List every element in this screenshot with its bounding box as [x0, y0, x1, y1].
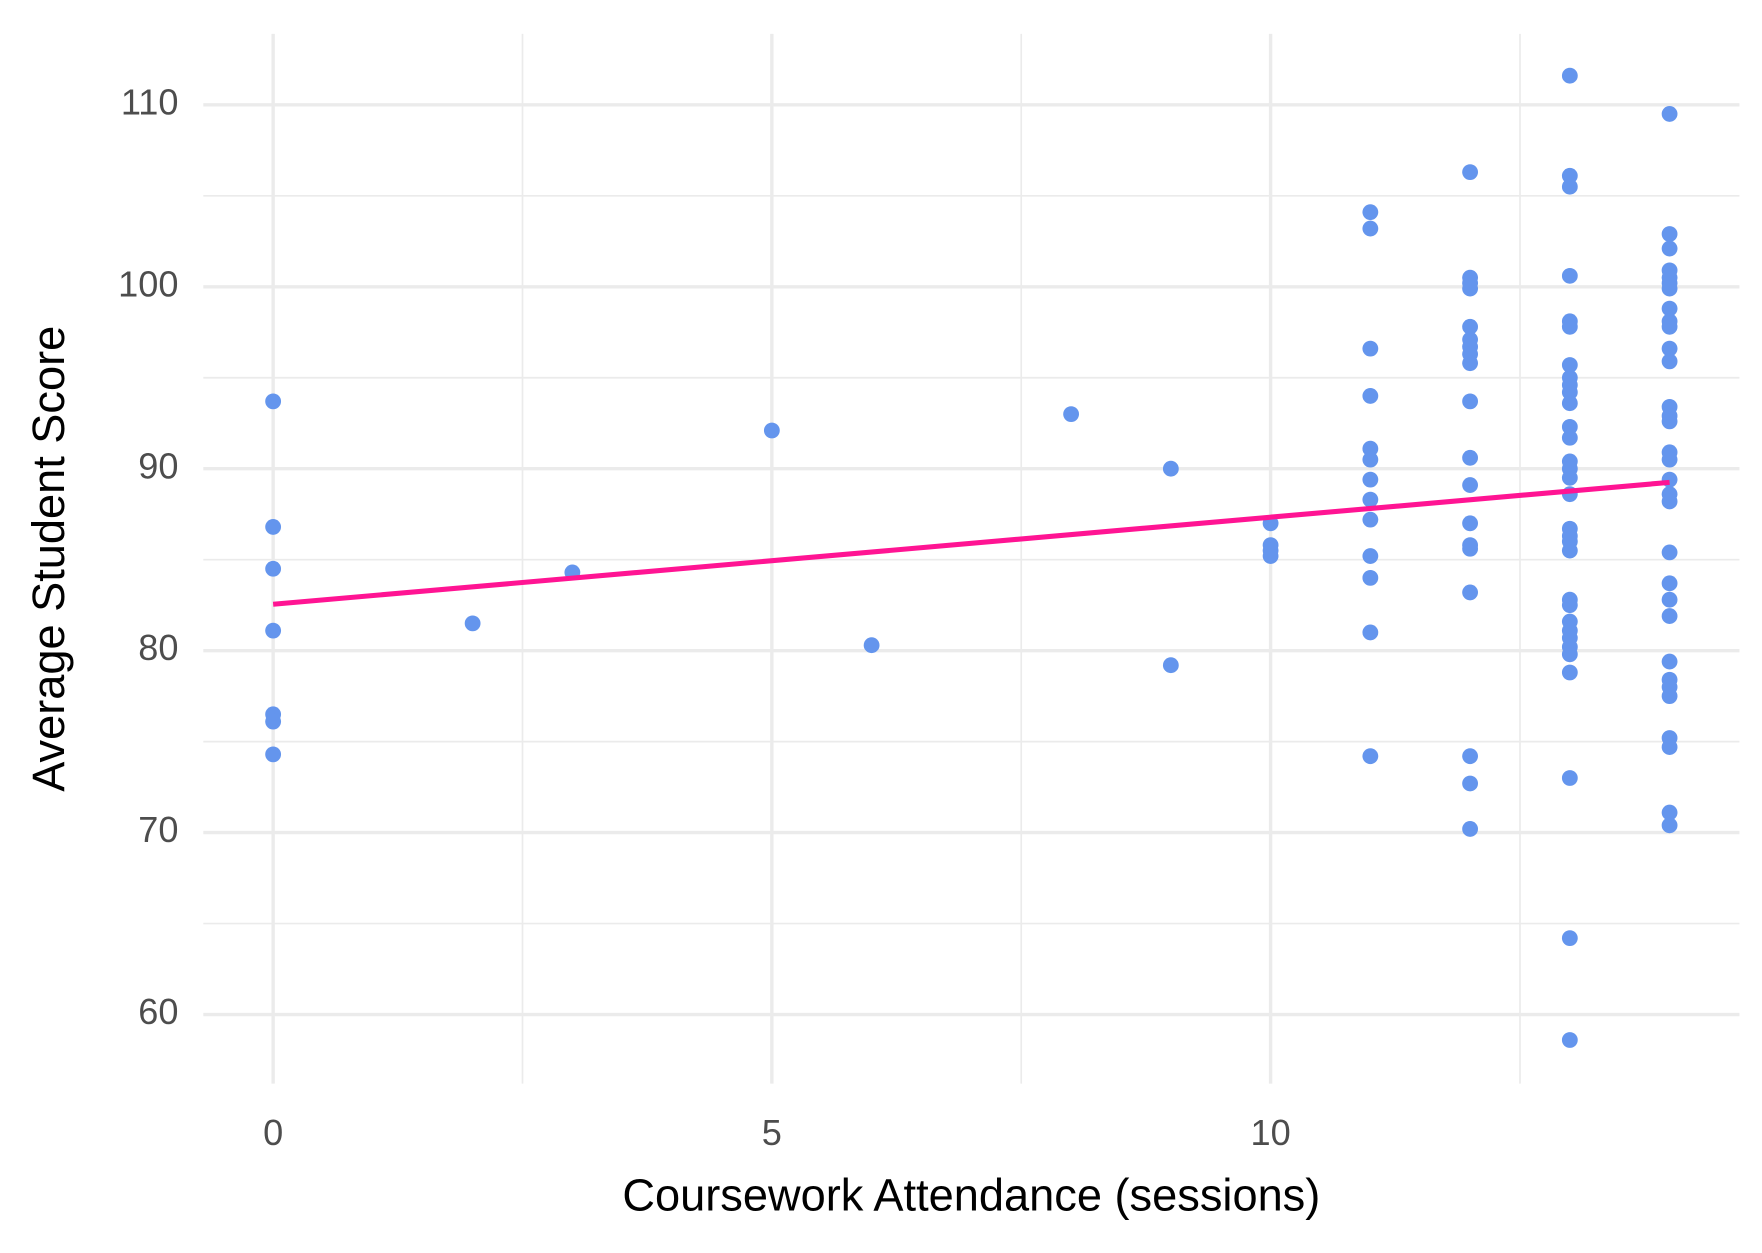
point — [1561, 1032, 1578, 1048]
point — [1661, 608, 1678, 624]
point — [1661, 353, 1678, 370]
y-tick-label: 80 — [138, 627, 178, 668]
point — [265, 560, 282, 577]
point — [1462, 540, 1478, 557]
point — [1561, 395, 1578, 412]
point — [265, 622, 282, 639]
point — [1661, 688, 1678, 705]
y-axis-title: Average Student Score — [23, 326, 74, 792]
point — [1462, 318, 1478, 335]
point — [1561, 429, 1578, 446]
point — [1661, 300, 1678, 317]
point — [1462, 280, 1478, 297]
point — [1661, 591, 1678, 608]
x-tick-label: 5 — [762, 1112, 782, 1153]
point — [1362, 340, 1379, 357]
point — [1162, 460, 1179, 477]
point — [1661, 226, 1678, 242]
marks — [265, 67, 1678, 1048]
point — [1661, 413, 1678, 430]
point — [1661, 451, 1678, 468]
point — [1462, 355, 1478, 372]
point — [1362, 471, 1379, 488]
point — [1162, 657, 1179, 674]
point — [1561, 597, 1578, 614]
x-tick-label: 10 — [1251, 1112, 1291, 1153]
point — [265, 746, 282, 763]
point — [1561, 542, 1578, 559]
x-tick-label: 0 — [263, 1112, 283, 1153]
y-tick-label: 60 — [138, 991, 178, 1032]
point — [265, 519, 282, 535]
grid — [203, 33, 1740, 1084]
y-tick-label: 100 — [118, 263, 178, 304]
point — [1561, 469, 1578, 486]
point — [1561, 167, 1578, 184]
point — [1362, 511, 1379, 528]
point — [1362, 388, 1379, 404]
y-tick-label: 90 — [138, 445, 178, 486]
point — [1362, 451, 1379, 468]
point — [265, 713, 282, 730]
point — [464, 615, 481, 632]
point — [763, 422, 780, 439]
point — [1661, 240, 1678, 257]
point — [1362, 440, 1379, 457]
point — [1063, 406, 1080, 423]
point — [1661, 106, 1678, 122]
x-axis-title: Coursework Attendance (sessions) — [622, 1170, 1320, 1221]
point — [1462, 821, 1478, 837]
point — [1462, 584, 1478, 601]
point — [1661, 817, 1678, 834]
point — [1661, 739, 1678, 755]
point — [1462, 477, 1478, 493]
point — [1362, 491, 1379, 508]
point — [1362, 548, 1379, 564]
y-tick-label: 70 — [138, 809, 178, 850]
point — [1362, 204, 1379, 221]
point — [1362, 748, 1379, 765]
point — [1561, 67, 1578, 84]
point — [1462, 775, 1478, 792]
point — [1561, 267, 1578, 284]
point — [1661, 340, 1678, 357]
point — [1661, 653, 1678, 670]
point — [1462, 748, 1478, 765]
point — [1561, 646, 1578, 663]
point — [1462, 393, 1478, 410]
point — [1462, 164, 1478, 181]
point — [1661, 804, 1678, 821]
point — [1462, 449, 1478, 466]
point — [265, 393, 282, 410]
point — [1561, 930, 1578, 947]
point — [1561, 664, 1578, 681]
y-tick-label: 110 — [121, 81, 179, 122]
point — [1561, 418, 1578, 435]
point — [1262, 548, 1279, 564]
point — [1561, 178, 1578, 195]
point — [1362, 624, 1379, 641]
point — [1661, 280, 1678, 297]
point — [1561, 770, 1578, 786]
point — [1362, 569, 1379, 586]
point — [863, 637, 880, 654]
point — [1661, 318, 1678, 335]
point — [1661, 575, 1678, 592]
point — [1661, 493, 1678, 510]
point — [1561, 318, 1578, 335]
point — [1661, 544, 1678, 561]
trend-line — [272, 479, 1670, 607]
point — [1362, 220, 1379, 237]
point — [1561, 384, 1578, 401]
point — [1561, 357, 1578, 373]
point — [1462, 515, 1478, 532]
